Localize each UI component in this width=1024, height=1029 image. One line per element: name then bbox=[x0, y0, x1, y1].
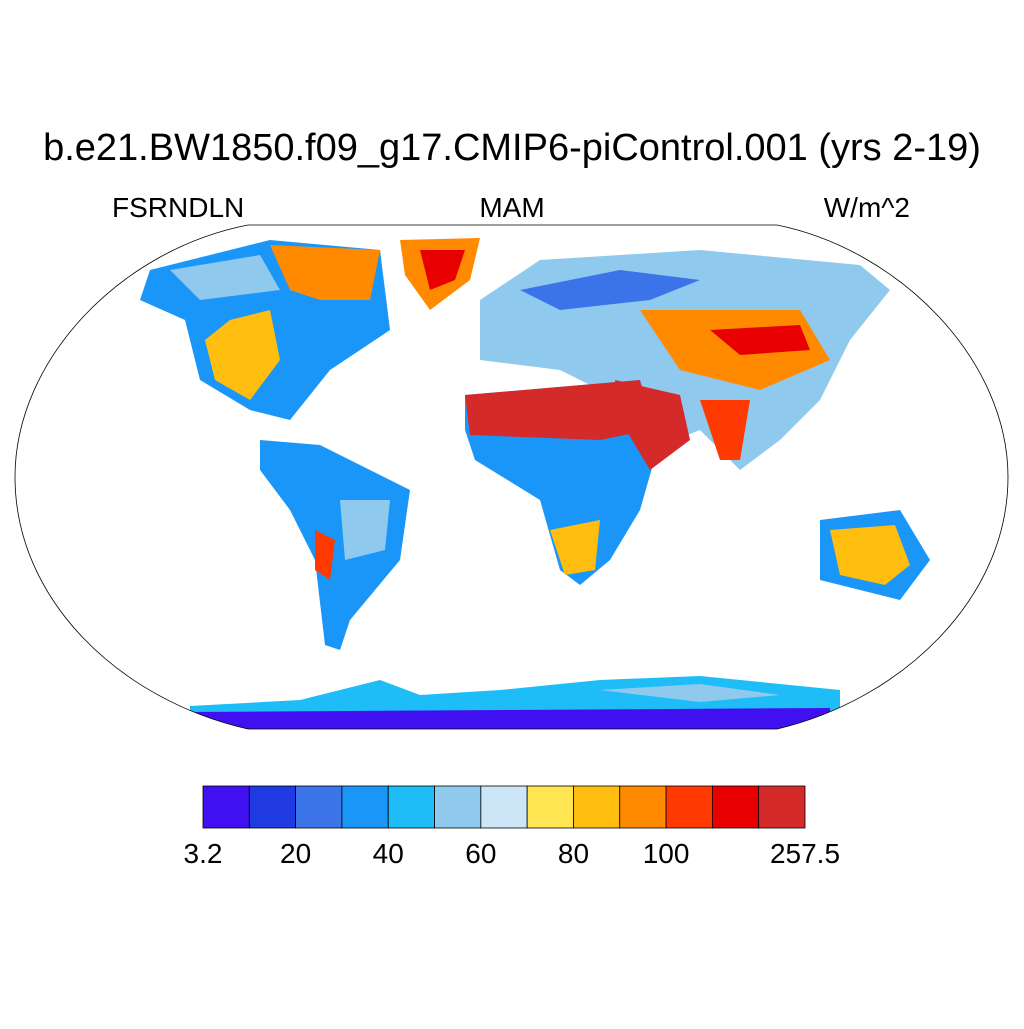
colorbar-box bbox=[573, 785, 621, 829]
colorbar-label: 60 bbox=[465, 838, 496, 869]
colorbar-box bbox=[619, 785, 667, 829]
colorbar-box bbox=[434, 785, 482, 829]
right-string: W/m^2 bbox=[824, 192, 910, 223]
land bbox=[270, 245, 380, 300]
colorbar-box bbox=[295, 785, 343, 829]
colorbar-box bbox=[341, 785, 389, 829]
title: b.e21.BW1850.f09_g17.CMIP6-piControl.001… bbox=[43, 127, 981, 169]
land bbox=[600, 684, 780, 702]
land bbox=[170, 255, 280, 300]
land bbox=[420, 250, 465, 290]
map-border bbox=[14, 224, 1009, 730]
center-string: MAM bbox=[479, 192, 544, 223]
colorbar-label: 40 bbox=[373, 838, 404, 869]
colorbar-box bbox=[480, 785, 528, 829]
land bbox=[700, 400, 750, 460]
land bbox=[465, 380, 650, 440]
colorbar-box bbox=[387, 785, 435, 829]
land bbox=[190, 708, 830, 729]
colorbar-box bbox=[711, 785, 760, 829]
colorbar-label: 20 bbox=[280, 838, 311, 869]
colorbar-label: 3.2 bbox=[184, 838, 223, 869]
colorbar-box bbox=[248, 785, 297, 829]
land bbox=[205, 310, 280, 400]
colorbar-label: 257.5 bbox=[770, 838, 840, 869]
land bbox=[520, 270, 700, 310]
land bbox=[550, 520, 600, 575]
colorbar: 3.2 20 40 60 80 100 257.5 bbox=[184, 785, 840, 869]
land bbox=[260, 440, 410, 650]
land bbox=[830, 525, 910, 585]
land bbox=[315, 530, 335, 580]
colorbar-box bbox=[526, 785, 574, 829]
left-string: FSRNDLN bbox=[112, 192, 244, 223]
colorbar-box bbox=[665, 785, 713, 829]
land bbox=[615, 380, 690, 470]
colorbar-label: 100 bbox=[643, 838, 690, 869]
map bbox=[140, 238, 930, 729]
land bbox=[710, 325, 810, 355]
colorbar-box bbox=[202, 785, 250, 829]
land bbox=[340, 500, 390, 560]
colorbar-label: 80 bbox=[558, 838, 589, 869]
colorbar-box bbox=[758, 785, 806, 829]
